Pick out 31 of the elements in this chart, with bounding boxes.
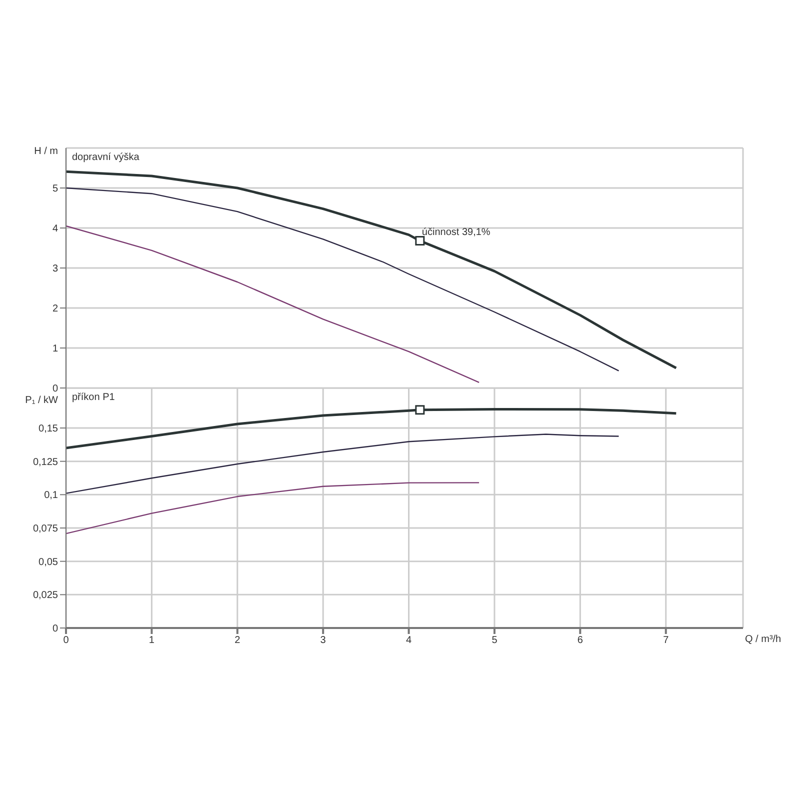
line-series [66, 170, 678, 370]
y-tick-label: 0,025 [32, 590, 58, 602]
y-tick-label: 2 [52, 304, 58, 315]
x-axis-title: Q / m³/h [745, 634, 782, 645]
line-series [66, 434, 620, 494]
x-tick-label: 1 [148, 635, 155, 646]
y-tick-label: 3 [52, 264, 58, 275]
y-tick-label: 0,125 [32, 456, 58, 468]
x-tick-label: 5 [492, 635, 498, 646]
y-tick-label: 0,15 [38, 424, 58, 435]
annotation: příkon P1 [72, 392, 115, 403]
x-tick-label: 7 [663, 635, 670, 646]
y-tick-label: 0 [52, 384, 58, 395]
y-tick-label: 4 [52, 224, 58, 235]
y-tick-label: 0,05 [38, 556, 58, 568]
y-tick-label: 1 [52, 344, 58, 355]
y-axis-title: P₁ / kW [25, 395, 58, 406]
y-axis-title: H / m [34, 146, 58, 157]
y-tick-label: 0,1 [44, 490, 58, 502]
y-tick-label: 5 [52, 184, 58, 195]
line-series [66, 482, 480, 534]
x-tick-label: 4 [406, 635, 412, 646]
x-tick-label: 6 [577, 635, 584, 646]
line-series [66, 187, 620, 372]
y-tick-label: 0,075 [32, 524, 58, 535]
annotation: dopravní výška [72, 152, 140, 163]
x-tick-label: 3 [320, 635, 326, 646]
y-tick-label: 0 [52, 624, 58, 635]
annotation: účinnost 39,1% [422, 226, 490, 238]
x-tick-label: 2 [234, 635, 241, 646]
x-tick-label: 0 [63, 635, 70, 646]
